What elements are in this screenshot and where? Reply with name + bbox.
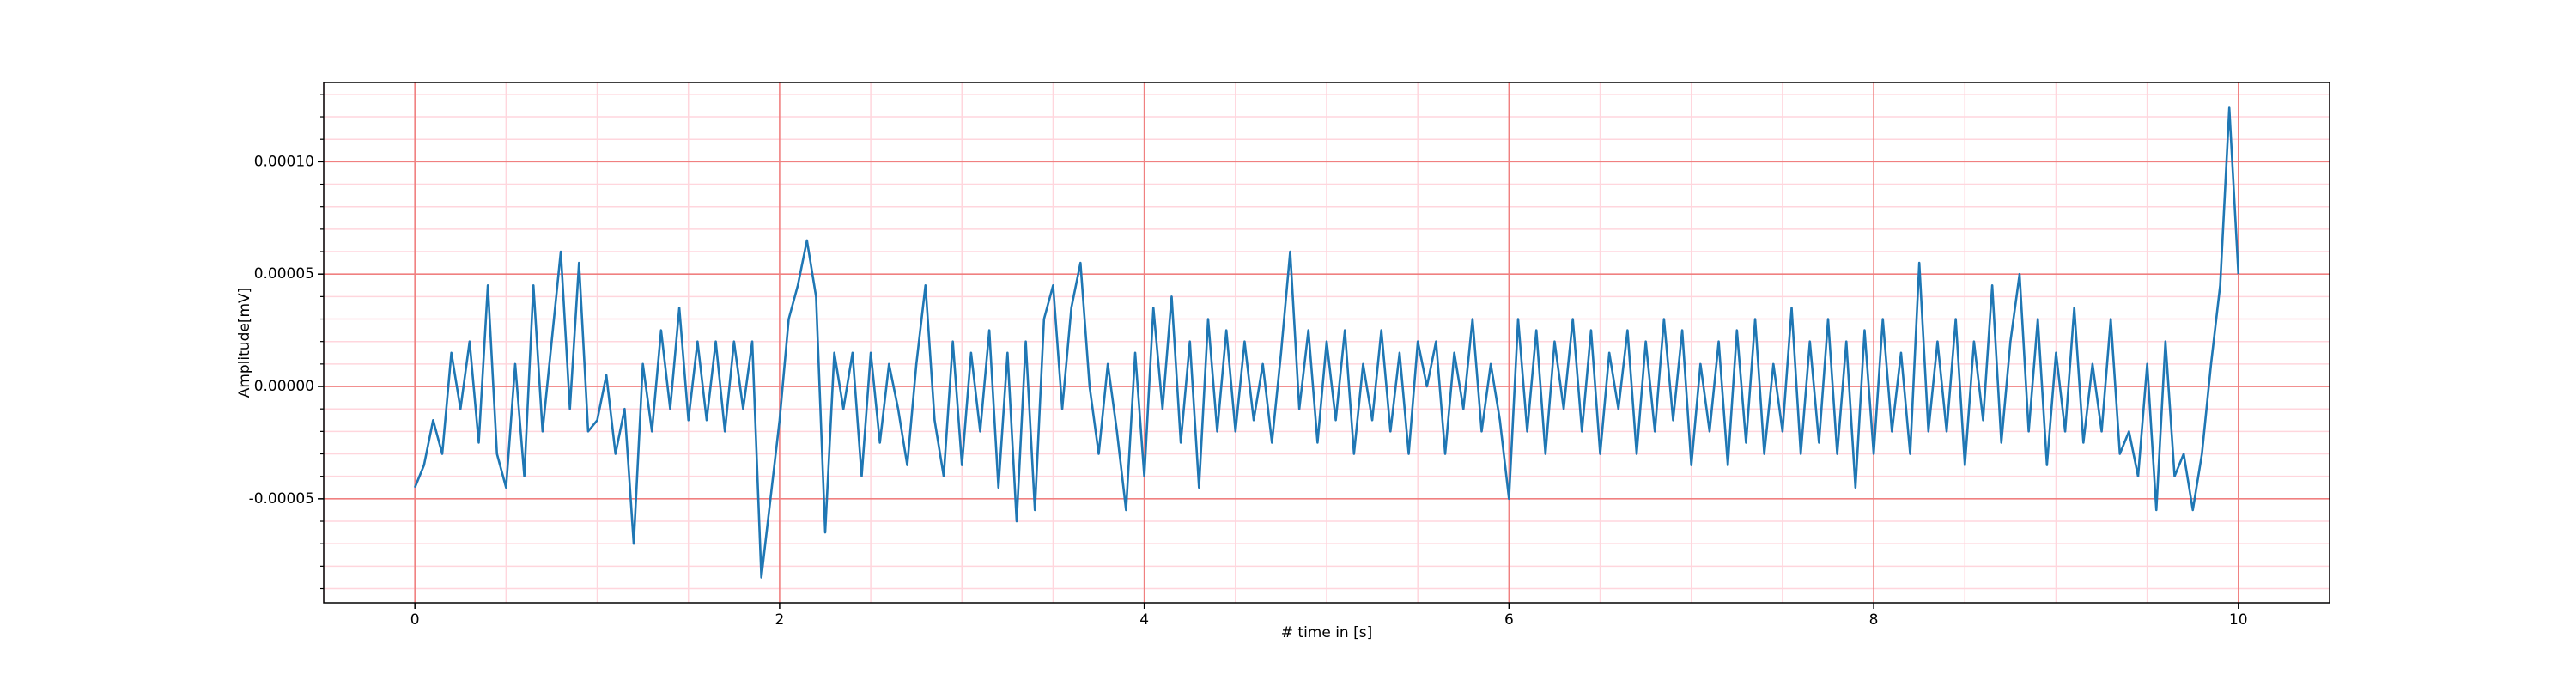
y-tick-label: 0.00005: [254, 265, 314, 283]
x-tick-label: 10: [2229, 611, 2248, 629]
x-tick-label: 8: [1869, 611, 1879, 629]
y-axis-label: Amplitude[mV]: [236, 288, 253, 398]
y-tick-label: 0.00010: [254, 153, 314, 170]
y-tick-label: 0.00000: [254, 378, 314, 395]
x-tick-label: 6: [1504, 611, 1514, 629]
x-tick-label: 0: [410, 611, 420, 629]
y-tick-label: -0.00005: [249, 490, 314, 508]
x-axis-label: # time in [s]: [1281, 624, 1372, 641]
plot-frame: [323, 82, 2330, 604]
x-tick-label: 2: [775, 611, 784, 629]
signal-line: [413, 106, 2240, 579]
x-tick-label: 4: [1139, 611, 1149, 629]
